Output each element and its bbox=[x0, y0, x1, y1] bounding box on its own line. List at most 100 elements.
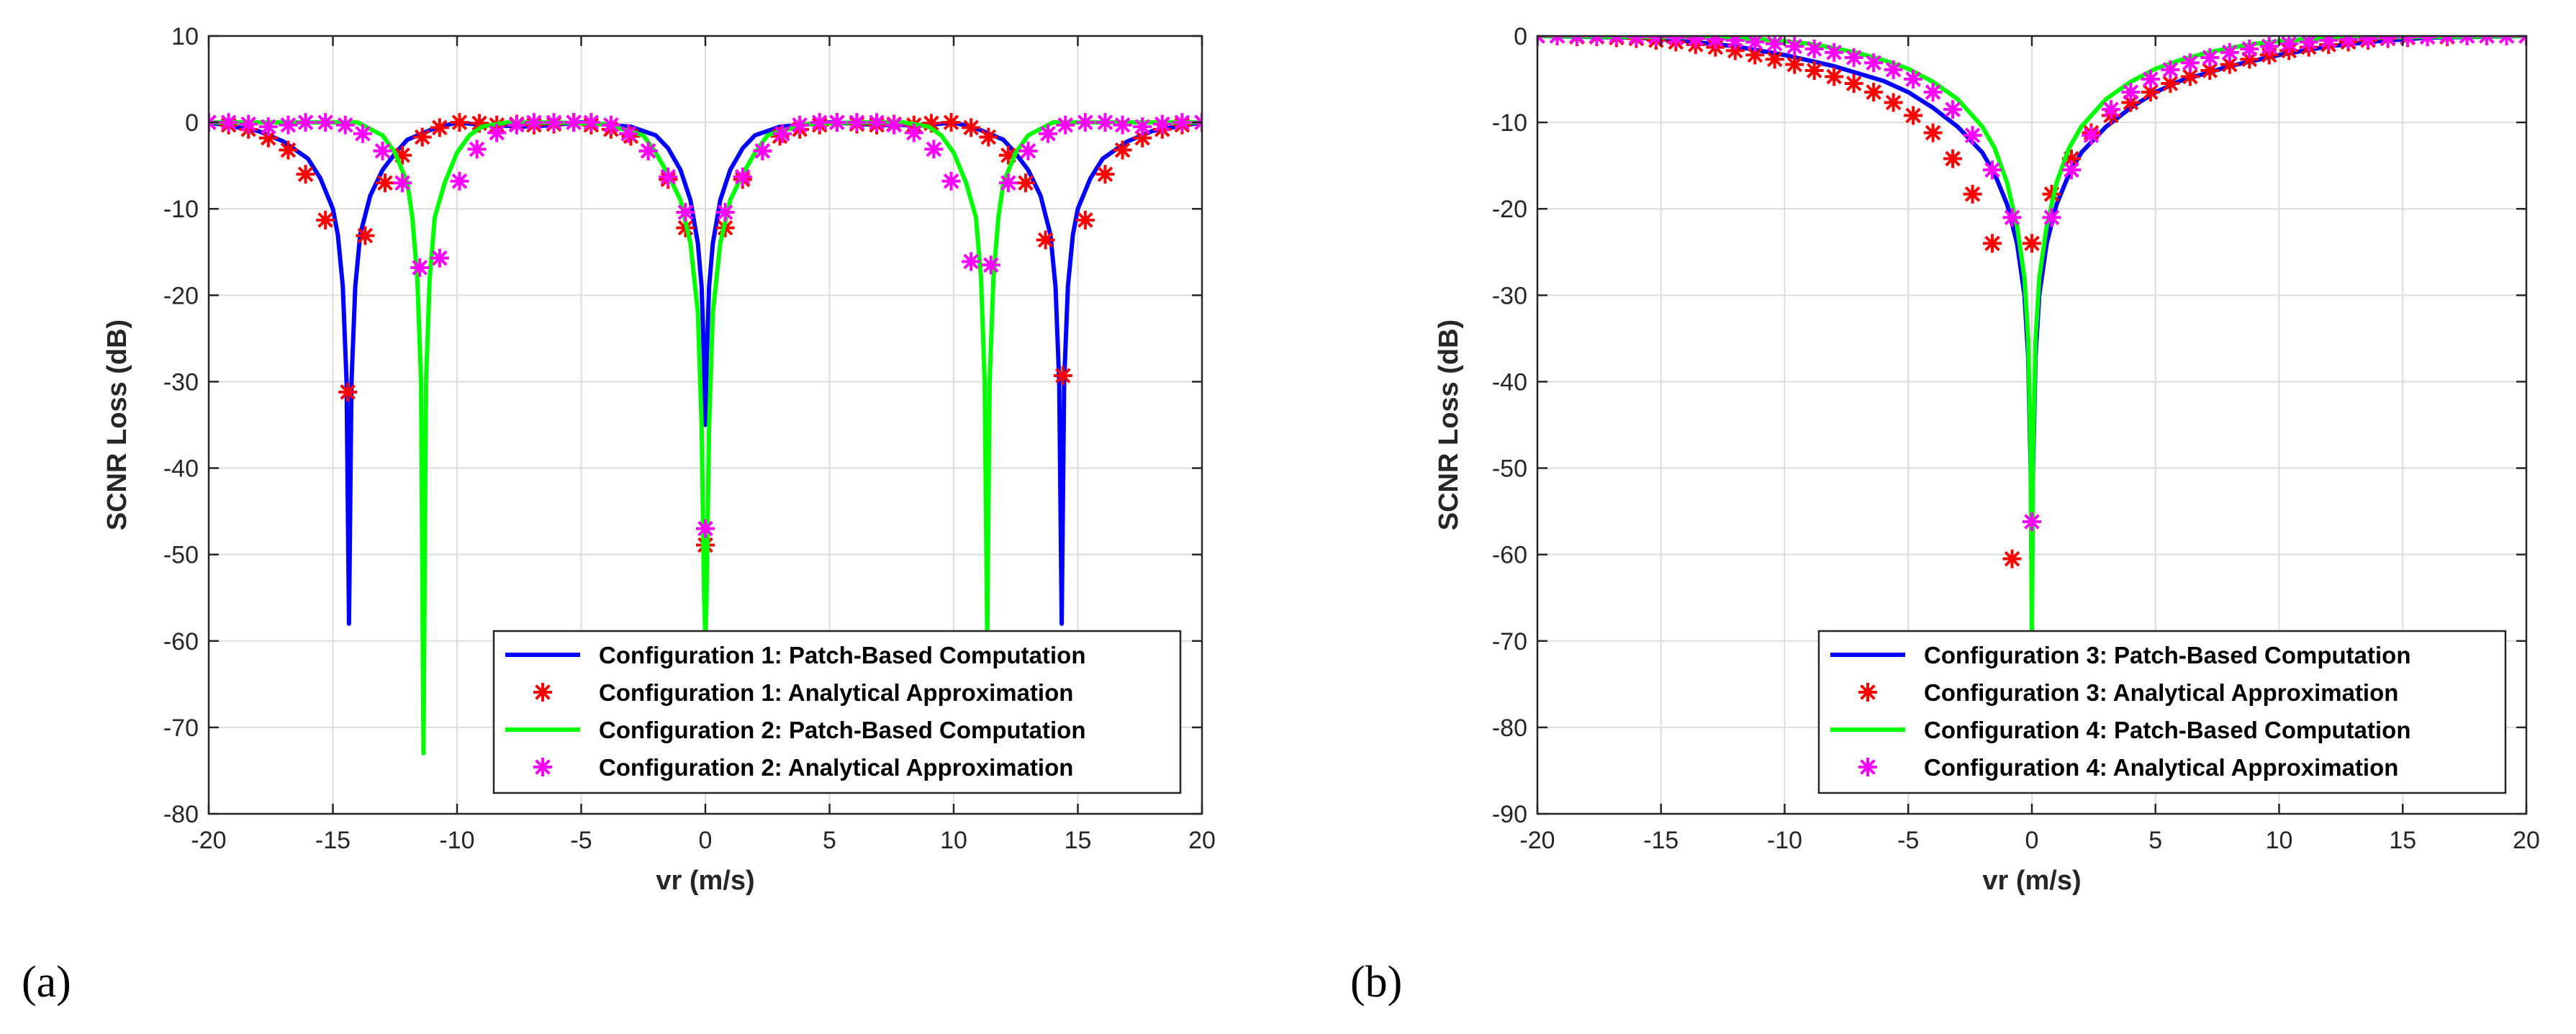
marker-stroke bbox=[2103, 101, 2119, 117]
marker-stroke bbox=[1786, 56, 1803, 73]
x-tick-label: 15 bbox=[1065, 827, 1092, 854]
data-point bbox=[544, 113, 564, 132]
marker-stroke bbox=[1000, 147, 1016, 163]
y-tick-label: -50 bbox=[1492, 455, 1527, 483]
marker-stroke bbox=[1786, 38, 1803, 55]
data-point bbox=[430, 118, 449, 137]
x-tick-label: -15 bbox=[315, 827, 351, 854]
y-axis-label: SCNR Loss (dB) bbox=[102, 319, 132, 530]
marker-stroke bbox=[2518, 36, 2526, 44]
marker-stroke bbox=[394, 175, 410, 191]
x-tick-label: 5 bbox=[2148, 827, 2162, 854]
marker-stroke bbox=[451, 173, 468, 189]
chart-panel-a: -20 -15 -10 -5 0 5 10 15 20100-10-20-30-40-50-60… bbox=[22, 23, 1216, 1007]
legend: Configuration 1: Patch-Based Computation… bbox=[492, 630, 1182, 794]
marker-stroke bbox=[471, 115, 487, 132]
data-point bbox=[1785, 55, 1804, 74]
data-point bbox=[2299, 36, 2318, 52]
marker-stroke bbox=[469, 141, 485, 158]
y-axis-label: SCNR Loss (dB) bbox=[1434, 319, 1464, 530]
marker-stroke bbox=[1077, 114, 1093, 130]
series-markers-4 bbox=[1537, 36, 2526, 532]
marker-stroke bbox=[886, 117, 902, 133]
marker-stroke bbox=[1826, 68, 1842, 85]
marker-stroke bbox=[1866, 84, 1881, 100]
data-point bbox=[1152, 114, 1172, 134]
marker-stroke bbox=[1925, 124, 1941, 141]
data-point bbox=[1039, 124, 1058, 143]
data-point bbox=[827, 113, 846, 132]
legend-label: Configuration 2: Analytical Approximatio… bbox=[599, 754, 1073, 781]
data-point bbox=[1172, 113, 1192, 132]
data-point bbox=[1765, 50, 1784, 69]
marker-stroke bbox=[432, 119, 448, 136]
data-point bbox=[1943, 100, 1963, 119]
marker-stroke bbox=[2479, 36, 2489, 44]
marker-stroke bbox=[1806, 41, 1822, 57]
marker-stroke bbox=[2498, 36, 2509, 44]
data-point bbox=[1666, 36, 1686, 47]
data-point bbox=[601, 115, 620, 135]
data-point bbox=[356, 226, 375, 245]
marker-stroke bbox=[2261, 38, 2277, 55]
x-tick-label: -5 bbox=[570, 827, 592, 854]
data-point bbox=[1804, 40, 1824, 59]
data-point bbox=[847, 113, 867, 132]
marker-stroke bbox=[1569, 36, 1579, 44]
marker-stroke bbox=[926, 141, 942, 158]
marker-stroke bbox=[280, 142, 297, 158]
data-point bbox=[2338, 36, 2358, 49]
marker-stroke bbox=[432, 250, 448, 266]
marker-stroke bbox=[1609, 36, 1619, 44]
marker-stroke bbox=[906, 124, 922, 141]
y-tick-label: -20 bbox=[163, 282, 199, 309]
marker-stroke bbox=[1845, 50, 1862, 65]
data-point bbox=[676, 203, 695, 222]
data-point bbox=[715, 203, 735, 222]
marker-stroke bbox=[535, 684, 551, 700]
data-point bbox=[941, 113, 961, 132]
data-point bbox=[296, 113, 315, 132]
marker-stroke bbox=[982, 257, 999, 273]
data-point bbox=[279, 140, 298, 160]
x-tick-label: 5 bbox=[823, 827, 836, 854]
legend-label: Configuration 4: Patch-Based Computation bbox=[1924, 717, 2411, 743]
marker-stroke bbox=[792, 117, 808, 133]
data-point bbox=[1547, 36, 1567, 45]
data-point bbox=[1983, 234, 2002, 253]
data-point bbox=[2002, 208, 2022, 227]
data-point bbox=[412, 127, 432, 147]
data-point bbox=[338, 382, 358, 402]
data-point bbox=[507, 115, 526, 135]
marker-stroke bbox=[2004, 550, 2020, 567]
marker-stroke bbox=[261, 119, 276, 135]
marker-stroke bbox=[1925, 84, 1941, 100]
data-point bbox=[1095, 113, 1115, 132]
legend-label: Configuration 1: Patch-Based Computation bbox=[599, 642, 1086, 668]
data-point bbox=[1016, 173, 1036, 193]
data-point bbox=[1864, 83, 1884, 102]
data-point bbox=[393, 173, 412, 193]
x-tick-label: 20 bbox=[2513, 827, 2540, 854]
x-tick-label: 15 bbox=[2389, 827, 2416, 854]
chart-panel-b: -20 -15 -10 -5 0 5 10 15 200-10-20-30-40-50-60-7… bbox=[1350, 23, 2540, 1007]
marker-stroke bbox=[317, 114, 333, 130]
data-point bbox=[353, 124, 372, 143]
marker-stroke bbox=[640, 142, 656, 159]
y-tick-label: -50 bbox=[163, 542, 199, 569]
data-point bbox=[1706, 36, 1725, 49]
data-point bbox=[1884, 60, 1903, 79]
data-point bbox=[979, 127, 998, 147]
data-point bbox=[1036, 230, 1055, 250]
marker-stroke bbox=[963, 119, 979, 136]
data-point bbox=[1904, 106, 1923, 125]
marker-stroke bbox=[1707, 36, 1721, 47]
data-point bbox=[2259, 37, 2279, 56]
marker-stroke bbox=[414, 129, 430, 145]
marker-stroke bbox=[2202, 50, 2218, 65]
legend-label: Configuration 4: Analytical Approximatio… bbox=[1924, 754, 2398, 781]
marker-stroke bbox=[2024, 235, 2040, 252]
marker-stroke bbox=[849, 114, 865, 130]
marker-stroke bbox=[1688, 36, 1701, 47]
data-point bbox=[2279, 36, 2299, 53]
